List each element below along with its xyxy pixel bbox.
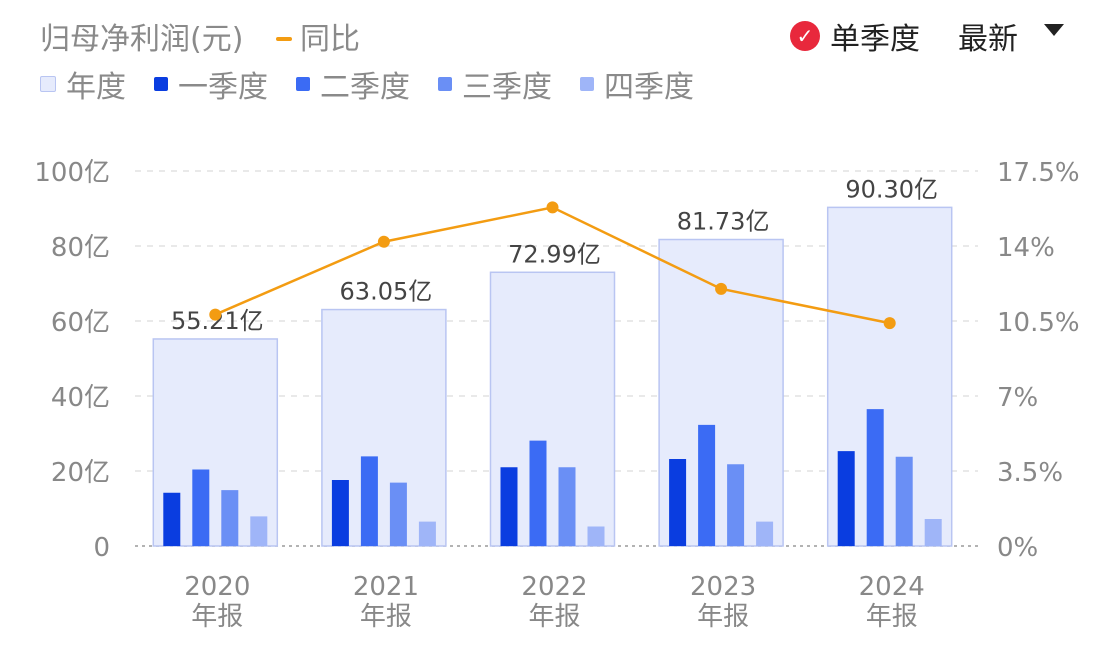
legend-item-q3[interactable]: 三季度 bbox=[438, 62, 552, 106]
x-tick-label-year: 2024 bbox=[859, 572, 925, 602]
x-tick-label-year: 2021 bbox=[353, 572, 419, 602]
yoy-point bbox=[883, 317, 896, 330]
x-tick-label-sub: 年报 bbox=[528, 602, 580, 632]
legend-item-q2[interactable]: 二季度 bbox=[296, 62, 410, 106]
quarter-bar-3 bbox=[389, 482, 407, 546]
y-left-tick-label: 20亿 bbox=[51, 458, 110, 488]
legend-item-q1[interactable]: 一季度 bbox=[154, 62, 268, 106]
yoy-legend: 同比 bbox=[276, 14, 360, 58]
x-tick-label-sub: 年报 bbox=[191, 602, 243, 632]
y-left-tick-label: 60亿 bbox=[51, 308, 110, 338]
y-left-tick-label: 0 bbox=[93, 533, 110, 563]
quarter-bar-4 bbox=[756, 521, 774, 546]
quarter-bar-4 bbox=[250, 516, 268, 546]
yoy-point bbox=[715, 282, 728, 295]
quarter-bar-4 bbox=[587, 526, 605, 546]
quarter-bar-3 bbox=[558, 467, 576, 546]
annual-value-label: 63.05亿 bbox=[340, 278, 433, 306]
legend: 年度 一季度 二季度 三季度 四季度 bbox=[40, 62, 722, 106]
quarter-bar-3 bbox=[221, 490, 239, 546]
quarter-bar-1 bbox=[669, 459, 687, 546]
y-right-tick-label: 7% bbox=[997, 383, 1038, 413]
quarter-bar-1 bbox=[500, 467, 518, 546]
legend-swatch-q4 bbox=[580, 77, 594, 91]
y-right-tick-label: 14% bbox=[997, 233, 1055, 263]
legend-label: 四季度 bbox=[604, 70, 694, 105]
y-right-tick-label: 10.5% bbox=[997, 308, 1080, 338]
legend-item-q4[interactable]: 四季度 bbox=[580, 62, 694, 106]
y-left-tick-label: 80亿 bbox=[51, 233, 110, 263]
legend-swatch-q3 bbox=[438, 77, 452, 91]
legend-label: 二季度 bbox=[320, 70, 410, 105]
y-right-tick-label: 0% bbox=[997, 533, 1038, 563]
quarter-bar-4 bbox=[924, 519, 942, 546]
quarter-bar-3 bbox=[727, 464, 745, 546]
x-tick-label-year: 2020 bbox=[184, 572, 250, 602]
annual-value-label: 90.30亿 bbox=[845, 175, 938, 203]
chart-title: 归母净利润(元) bbox=[40, 22, 244, 57]
x-tick-label-year: 2023 bbox=[690, 572, 756, 602]
legend-label: 一季度 bbox=[178, 70, 268, 105]
quarter-bar-3 bbox=[895, 456, 913, 546]
single-quarter-label: 单季度 bbox=[830, 22, 920, 57]
caret-down-icon bbox=[1044, 24, 1064, 36]
y-left-tick-label: 100亿 bbox=[34, 158, 110, 188]
x-tick-label-sub: 年报 bbox=[697, 602, 749, 632]
legend-swatch-q2 bbox=[296, 77, 310, 91]
legend-label: 三季度 bbox=[462, 70, 552, 105]
quarter-bar-2 bbox=[192, 469, 210, 546]
legend-swatch-q1 bbox=[154, 77, 168, 91]
period-dropdown-label: 最新 bbox=[958, 22, 1018, 57]
quarter-bar-2 bbox=[866, 409, 884, 546]
yoy-point bbox=[377, 235, 390, 248]
y-right-tick-label: 3.5% bbox=[997, 458, 1063, 488]
x-tick-label-year: 2022 bbox=[521, 572, 587, 602]
x-tick-label-sub: 年报 bbox=[360, 602, 412, 632]
annual-value-label: 81.73亿 bbox=[677, 208, 770, 236]
quarter-bar-1 bbox=[331, 480, 349, 546]
yoy-line-swatch-icon bbox=[276, 36, 292, 41]
legend-label: 年度 bbox=[66, 70, 126, 105]
y-right-tick-label: 17.5% bbox=[997, 158, 1080, 188]
legend-swatch-annual bbox=[40, 76, 56, 92]
yoy-point bbox=[546, 201, 559, 214]
check-icon: ✓ bbox=[790, 21, 820, 51]
legend-item-annual[interactable]: 年度 bbox=[40, 62, 126, 106]
quarter-bar-2 bbox=[698, 424, 716, 546]
single-quarter-toggle[interactable]: ✓ 单季度 bbox=[790, 14, 920, 58]
quarter-bar-1 bbox=[163, 492, 181, 546]
yoy-point bbox=[209, 308, 222, 321]
quarter-bar-1 bbox=[837, 451, 855, 546]
quarter-bar-2 bbox=[529, 440, 547, 546]
x-tick-label-sub: 年报 bbox=[866, 602, 918, 632]
annual-value-label: 72.99亿 bbox=[508, 240, 601, 268]
y-left-tick-label: 40亿 bbox=[51, 383, 110, 413]
quarter-bar-4 bbox=[418, 521, 436, 546]
quarter-bar-2 bbox=[360, 456, 378, 546]
period-dropdown[interactable]: 最新 bbox=[958, 14, 1064, 58]
yoy-legend-label: 同比 bbox=[300, 22, 360, 57]
